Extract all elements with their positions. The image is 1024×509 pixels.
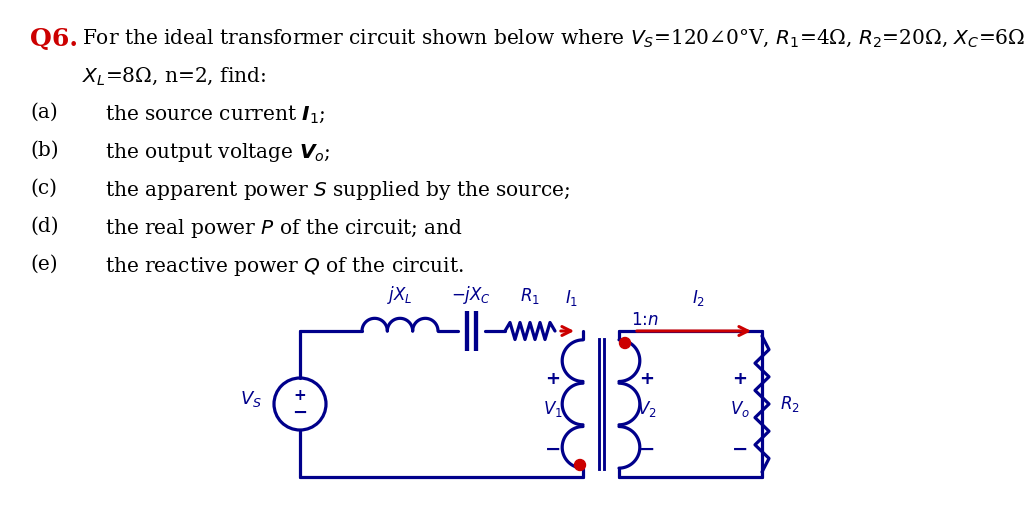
Text: $\mathit{I}_2$: $\mathit{I}_2$: [692, 288, 706, 308]
Text: the apparent power $S$ supplied by the source;: the apparent power $S$ supplied by the s…: [105, 179, 570, 202]
Text: $\mathit{V}_o$: $\mathit{V}_o$: [730, 399, 750, 419]
Text: (a): (a): [30, 103, 57, 122]
Text: the output voltage $\boldsymbol{V}_o$;: the output voltage $\boldsymbol{V}_o$;: [105, 141, 331, 164]
Text: −: −: [732, 439, 749, 459]
Text: the source current $\boldsymbol{I}_1$;: the source current $\boldsymbol{I}_1$;: [105, 103, 326, 125]
Text: the real power $P$ of the circuit; and: the real power $P$ of the circuit; and: [105, 217, 463, 240]
Text: Q6.: Q6.: [30, 27, 78, 51]
Text: $\mathit{R}_1$: $\mathit{R}_1$: [520, 286, 540, 306]
Text: 1:$n$: 1:$n$: [631, 311, 658, 329]
Text: $\mathit{V}_2$: $\mathit{V}_2$: [637, 399, 656, 419]
Circle shape: [620, 337, 631, 349]
Text: (d): (d): [30, 217, 58, 236]
Text: −: −: [545, 439, 561, 459]
Text: For the ideal transformer circuit shown below where $V_S$=120∠0°V, $R_1$=4Ω, $R_: For the ideal transformer circuit shown …: [82, 27, 1024, 48]
Text: (b): (b): [30, 141, 58, 160]
Text: −: −: [639, 439, 655, 459]
Text: +: +: [294, 387, 306, 403]
Text: +: +: [640, 370, 654, 388]
Text: $\mathit{V}_1$: $\mathit{V}_1$: [543, 399, 563, 419]
Text: +: +: [732, 370, 748, 388]
Text: $X_L$=8Ω, n=2, find:: $X_L$=8Ω, n=2, find:: [82, 65, 266, 87]
Text: (e): (e): [30, 255, 57, 274]
Text: (c): (c): [30, 179, 57, 198]
Text: $\mathit{V}_S$: $\mathit{V}_S$: [240, 389, 262, 409]
Text: $\mathit{jX}_L$: $\mathit{jX}_L$: [387, 284, 413, 306]
Text: −: −: [293, 404, 307, 422]
Text: +: +: [546, 370, 560, 388]
Text: $\mathit{-jX}_C$: $\mathit{-jX}_C$: [452, 284, 492, 306]
Text: $\mathit{R}_2$: $\mathit{R}_2$: [780, 394, 800, 414]
Text: $\mathit{I}_1$: $\mathit{I}_1$: [565, 288, 579, 308]
Circle shape: [574, 460, 586, 470]
Text: the reactive power $Q$ of the circuit.: the reactive power $Q$ of the circuit.: [105, 255, 464, 278]
